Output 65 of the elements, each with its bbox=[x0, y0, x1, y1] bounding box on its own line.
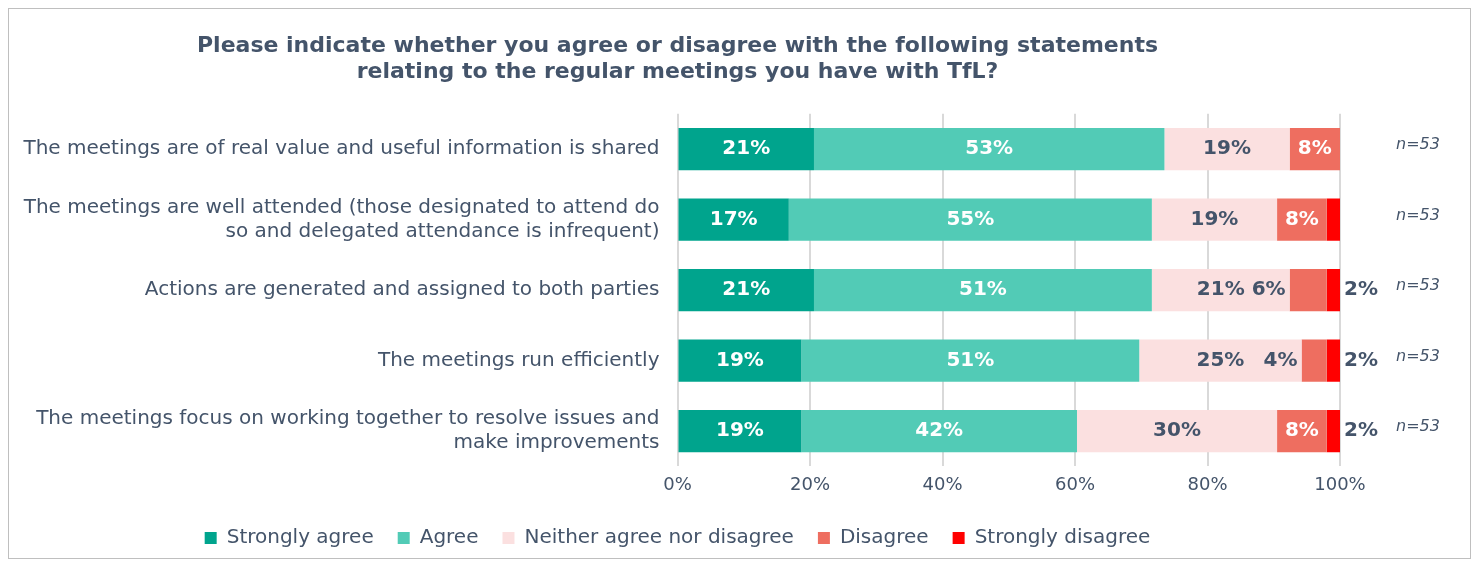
data-label: 42% bbox=[915, 417, 964, 442]
data-label: 8% bbox=[1284, 205, 1319, 230]
y-tick-label: Actions are generated and assigned to both parties bbox=[144, 276, 660, 301]
bar bbox=[1326, 339, 1340, 382]
text: n=53 bbox=[1396, 416, 1440, 436]
data-label: 25% bbox=[1196, 346, 1245, 371]
data-label: 51% bbox=[946, 346, 995, 371]
data-label: 21% bbox=[1196, 276, 1245, 301]
text: n=53 bbox=[1396, 275, 1440, 295]
x-tick-label: 0% bbox=[663, 472, 692, 494]
bar bbox=[678, 268, 814, 312]
data-label: 2% bbox=[1344, 276, 1378, 301]
bar bbox=[1326, 409, 1340, 453]
data-label: 6% bbox=[1251, 276, 1286, 301]
x-tick-label: 20% bbox=[789, 472, 831, 494]
data-label: 51% bbox=[958, 276, 1007, 301]
data-label: 55% bbox=[946, 205, 995, 230]
y-tick-label: The meetings are of real value and useful information is shared bbox=[22, 135, 660, 160]
data-label: 19% bbox=[716, 417, 764, 442]
bar bbox=[678, 127, 814, 171]
bar bbox=[1326, 268, 1340, 312]
data-label: 19% bbox=[716, 346, 764, 371]
bar bbox=[801, 339, 1140, 382]
legend-label: Disagree bbox=[839, 524, 929, 549]
bar bbox=[1326, 198, 1340, 241]
legend-label: Strongly disagree bbox=[974, 524, 1151, 549]
bar bbox=[813, 127, 1165, 171]
data-label: 19% bbox=[1190, 205, 1239, 230]
data-label: 2% bbox=[1344, 346, 1378, 371]
x-tick-label: 100% bbox=[1314, 472, 1366, 494]
text: n=53 bbox=[1396, 345, 1440, 365]
bar bbox=[801, 409, 1077, 453]
text: n=53 bbox=[1396, 134, 1440, 154]
legend-label: Neither agree nor disagree bbox=[524, 524, 794, 549]
data-label: 30% bbox=[1153, 417, 1201, 442]
data-label: 21% bbox=[722, 135, 771, 160]
bar bbox=[813, 268, 1152, 312]
bar bbox=[1139, 339, 1302, 382]
data-label: 4% bbox=[1263, 346, 1298, 371]
x-tick-label: 60% bbox=[1054, 472, 1096, 494]
bar bbox=[1164, 127, 1290, 171]
data-label: 19% bbox=[1203, 135, 1251, 160]
y-tick-label: The meetings run efficiently bbox=[376, 346, 660, 371]
x-tick-label: 40% bbox=[922, 472, 963, 494]
bar bbox=[678, 339, 802, 382]
chart-title: Please indicate whether you agree or disagree with the following statements relating to the regular meetings you have with TfL? bbox=[196, 31, 1159, 84]
bar bbox=[788, 198, 1152, 241]
data-label: 2% bbox=[1344, 417, 1378, 442]
data-label: 8% bbox=[1284, 417, 1319, 442]
bar bbox=[678, 409, 802, 453]
bar bbox=[1289, 268, 1327, 312]
legend-label: Agree bbox=[419, 524, 479, 549]
y-tick-label: The meetings are well attended (those designated to attend do so and delegated attendance is infrequent) bbox=[22, 193, 660, 242]
text: n=53 bbox=[1396, 204, 1440, 224]
x-tick-label: 80% bbox=[1187, 472, 1228, 494]
data-label: 21% bbox=[722, 276, 771, 301]
legend-label: Strongly agree bbox=[226, 524, 374, 549]
data-label: 53% bbox=[965, 135, 1014, 160]
data-label: 17% bbox=[709, 205, 758, 230]
bar bbox=[678, 198, 789, 241]
bar bbox=[1301, 339, 1327, 382]
data-label: 8% bbox=[1297, 135, 1332, 160]
bar bbox=[1151, 198, 1278, 241]
bar bbox=[1076, 409, 1278, 453]
y-tick-label: The meetings focus on working together to resolve issues and make improvements bbox=[35, 405, 660, 454]
